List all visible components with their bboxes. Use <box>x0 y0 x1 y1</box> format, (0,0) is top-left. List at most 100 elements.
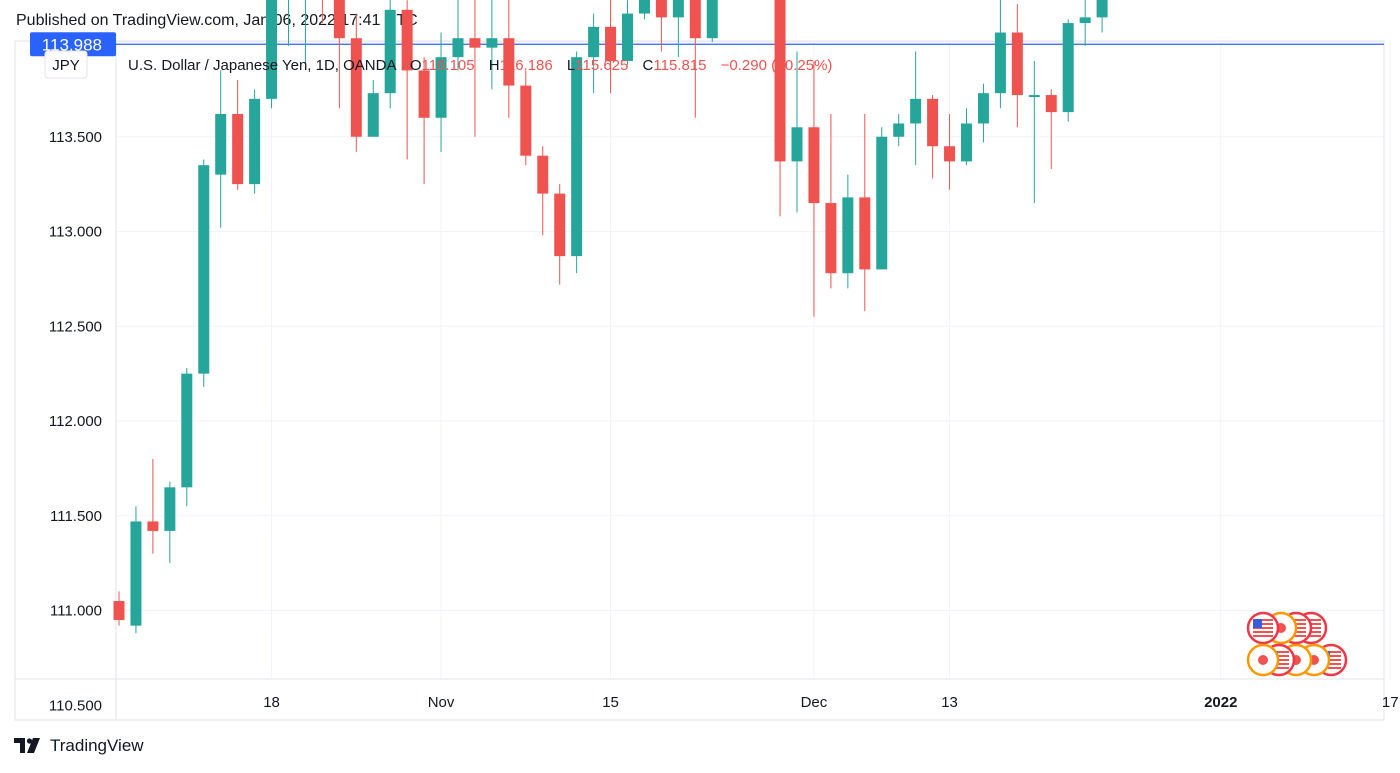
x-tick-label: 17 <box>1382 694 1399 711</box>
flag-stripe <box>1321 663 1341 665</box>
candle-body <box>266 0 278 99</box>
flag-stripe <box>1286 635 1306 637</box>
candle <box>842 174 854 289</box>
candle <box>469 0 481 137</box>
candle-body <box>435 57 447 118</box>
currency-badge-box[interactable] <box>44 50 88 79</box>
candle <box>113 591 125 626</box>
y-tick-label: 111.000 <box>50 603 102 620</box>
low-value: 115.625 <box>575 57 628 74</box>
candle-body <box>1028 95 1040 98</box>
candle-body <box>571 57 583 257</box>
y-tick-label: 111.500 <box>50 508 102 525</box>
close-value: 115.815 <box>653 57 706 74</box>
candle <box>418 57 430 185</box>
flag-stripe <box>1286 619 1306 621</box>
candle <box>198 159 210 387</box>
candle <box>520 70 532 166</box>
candle-body <box>622 13 633 61</box>
candle-body <box>333 0 345 39</box>
flag-disc <box>1258 655 1268 665</box>
ohlc-legend: U.S. Dollar / Japanese Yen, 1D, OANDA O1… <box>128 57 832 74</box>
candle <box>1096 0 1108 33</box>
candle <box>825 114 837 289</box>
candle-body <box>486 38 498 48</box>
flag-stripe <box>1269 651 1289 653</box>
candle-body <box>181 373 193 488</box>
candle-body <box>791 127 803 162</box>
candle <box>401 0 413 160</box>
candle-body <box>452 38 464 58</box>
candle-body <box>1045 95 1057 113</box>
candle <box>503 0 515 118</box>
tradingview-brand: TradingView <box>50 736 144 755</box>
candle-body <box>554 193 566 257</box>
candle-body <box>927 98 939 147</box>
candle <box>927 95 939 179</box>
flag-stripe <box>1253 619 1273 621</box>
candle-body <box>1011 32 1023 96</box>
candle-body <box>825 203 837 274</box>
candle-body <box>842 197 854 274</box>
flag-stripe <box>1321 659 1341 661</box>
price-line-label: 113.988 <box>42 35 102 54</box>
candle <box>486 0 498 90</box>
candle <box>384 0 396 109</box>
candle <box>859 114 871 312</box>
candle-body <box>774 0 786 162</box>
candle-body <box>113 601 125 620</box>
x-tick-label: 13 <box>941 694 958 711</box>
candle-body <box>1062 23 1074 113</box>
flag-stripe <box>1269 655 1289 657</box>
candle-body <box>1079 17 1091 24</box>
flag-stripe <box>1253 623 1273 625</box>
candles <box>113 0 1108 634</box>
candle-body <box>910 98 922 124</box>
candle <box>452 0 464 71</box>
price-labels: 116.384115.448114.545113.988115.81504:18… <box>30 32 116 57</box>
candle-body <box>893 123 905 137</box>
tradingview-logo[interactable]: TradingView <box>14 736 144 756</box>
candle <box>350 13 362 152</box>
flag-stripe <box>1269 667 1289 669</box>
high-value: 116.186 <box>500 57 553 74</box>
candle-body <box>1096 0 1108 18</box>
open-label: O <box>410 57 422 74</box>
candle-body <box>944 146 956 162</box>
candle <box>876 127 888 270</box>
flag-stripe <box>1321 667 1341 669</box>
candle <box>893 114 905 147</box>
candle <box>537 146 549 236</box>
japan-flag-icon[interactable] <box>1246 643 1280 677</box>
candle <box>808 60 820 317</box>
candle-body <box>367 93 379 137</box>
candle-body <box>638 0 650 14</box>
candle-body <box>859 197 871 270</box>
candle <box>435 32 447 152</box>
candle <box>266 0 278 109</box>
candle <box>1045 89 1057 169</box>
flag-stripe <box>1301 619 1321 621</box>
us-flag-icon[interactable] <box>1246 611 1280 645</box>
candle-body <box>537 155 549 194</box>
y-tick-label: 113.500 <box>49 129 102 146</box>
candle <box>232 79 244 190</box>
candle <box>321 0 323 24</box>
candle-body <box>808 127 820 204</box>
flag-stripe <box>1269 663 1289 665</box>
y-tick-label: 113.000 <box>49 224 102 241</box>
chart-border <box>14 40 1385 721</box>
candle <box>164 481 176 564</box>
candle <box>961 108 972 166</box>
candle-body <box>232 114 244 185</box>
candle-body <box>689 0 701 39</box>
x-tick-label: Nov <box>428 694 455 711</box>
candle <box>1062 19 1074 122</box>
candle-body <box>130 521 142 626</box>
candle <box>333 0 345 109</box>
candle <box>638 0 650 20</box>
candle <box>147 458 159 554</box>
legend: JPY U.S. Dollar / Japanese Yen, 1D, OAND… <box>44 50 832 79</box>
candle <box>304 0 306 65</box>
